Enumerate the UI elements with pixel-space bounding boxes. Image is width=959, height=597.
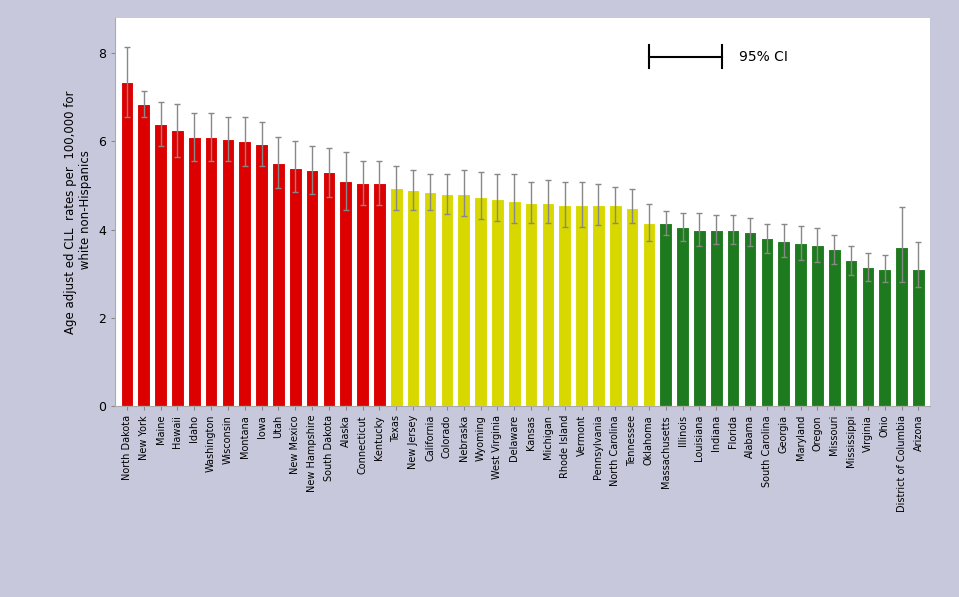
Bar <box>558 205 571 406</box>
Bar <box>137 104 150 406</box>
Bar <box>357 183 369 406</box>
Bar <box>440 194 454 406</box>
Text: 95% CI: 95% CI <box>738 50 787 64</box>
Bar <box>727 230 739 406</box>
Bar <box>845 260 857 406</box>
Bar <box>542 203 554 406</box>
Bar <box>878 269 891 406</box>
Bar <box>121 82 133 406</box>
Bar <box>457 194 470 406</box>
Bar <box>424 192 436 406</box>
Bar <box>710 230 723 406</box>
Bar <box>390 187 403 406</box>
Bar <box>407 190 419 406</box>
Bar <box>289 168 301 406</box>
Bar <box>222 139 234 406</box>
Bar <box>205 137 218 406</box>
Bar <box>828 250 840 406</box>
Bar <box>373 183 386 406</box>
Bar <box>239 141 251 406</box>
Bar <box>643 223 655 406</box>
Bar <box>171 130 184 406</box>
Bar <box>491 199 503 406</box>
Bar <box>693 230 706 406</box>
Y-axis label: Age adjust ed CLL  rates per  100,000 for
 white non-Hispanics: Age adjust ed CLL rates per 100,000 for … <box>64 90 92 334</box>
Bar <box>525 203 537 406</box>
Bar <box>676 227 689 406</box>
Bar <box>339 181 352 406</box>
Bar <box>272 164 285 406</box>
Bar <box>912 269 924 406</box>
Bar <box>811 245 824 406</box>
Bar <box>626 208 639 406</box>
Bar <box>322 173 336 406</box>
Bar <box>306 170 318 406</box>
Bar <box>794 243 807 406</box>
Bar <box>760 238 773 406</box>
Bar <box>660 223 672 406</box>
Bar <box>188 137 200 406</box>
Bar <box>575 205 588 406</box>
Bar <box>896 247 908 406</box>
Bar <box>744 232 757 406</box>
Bar <box>609 205 621 406</box>
Bar <box>861 267 875 406</box>
Bar <box>592 205 605 406</box>
Bar <box>475 196 487 406</box>
Bar <box>255 144 268 406</box>
Bar <box>508 201 521 406</box>
Bar <box>154 124 167 406</box>
Bar <box>778 241 790 406</box>
